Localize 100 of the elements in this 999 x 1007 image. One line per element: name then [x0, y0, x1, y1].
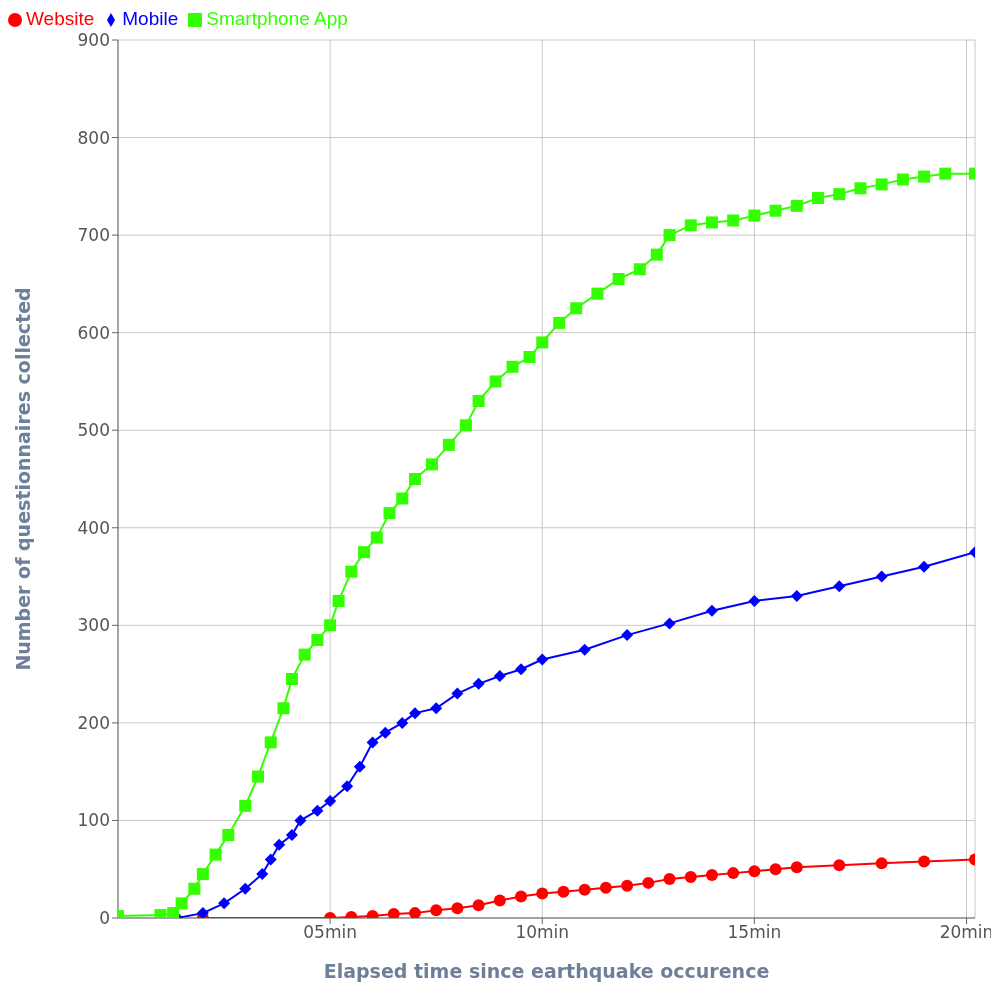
point: [209, 848, 222, 861]
point: [188, 882, 201, 895]
point: [493, 670, 506, 683]
point: [472, 394, 485, 407]
y-tick-label: 500: [77, 420, 110, 441]
point: [663, 229, 676, 242]
point: [332, 594, 345, 607]
point: [273, 838, 286, 851]
point: [396, 492, 409, 505]
point: [239, 799, 252, 812]
x-axis-title: Elapsed time since earthquake occurence: [323, 960, 770, 982]
point: [875, 570, 888, 583]
point: [370, 531, 383, 544]
point: [396, 716, 409, 729]
point: [621, 879, 634, 892]
x-tick-label: 05min: [303, 922, 357, 943]
point: [748, 209, 761, 222]
point: [506, 360, 519, 373]
point: [591, 287, 604, 300]
point: [939, 167, 952, 180]
point: [387, 908, 400, 918]
point: [430, 904, 443, 917]
point: [472, 899, 485, 912]
point: [833, 859, 846, 872]
point: [790, 861, 803, 874]
point: [383, 507, 396, 520]
point: [515, 663, 528, 676]
point: [896, 173, 909, 186]
point: [353, 760, 366, 773]
point: [854, 182, 867, 195]
point: [812, 192, 825, 205]
point: [294, 814, 307, 827]
point: [167, 907, 180, 918]
point: [345, 565, 358, 578]
point: [341, 780, 354, 793]
point: [705, 216, 718, 229]
point: [311, 633, 324, 646]
x-tick-label: 15min: [727, 922, 782, 943]
point: [918, 855, 931, 868]
point: [459, 419, 472, 432]
point: [324, 794, 337, 807]
point: [523, 351, 536, 364]
point: [515, 890, 528, 903]
point: [790, 590, 803, 603]
point: [430, 702, 443, 715]
point: [612, 273, 625, 286]
point: [705, 604, 718, 617]
point: [358, 546, 371, 559]
point: [769, 204, 782, 217]
point: [633, 263, 646, 276]
point: [408, 473, 421, 485]
legend-label: Smartphone App: [206, 8, 348, 29]
point: [536, 887, 549, 900]
point: [557, 885, 570, 898]
point: [790, 199, 803, 212]
point: [218, 897, 231, 910]
point: [311, 804, 324, 817]
point: [451, 902, 464, 915]
y-tick-label: 400: [77, 517, 110, 538]
point: [553, 316, 566, 329]
point: [578, 883, 591, 896]
point: [196, 868, 209, 881]
point: [285, 829, 298, 842]
point: [366, 736, 379, 749]
x-tick-label: 10min: [515, 922, 570, 943]
point: [264, 853, 277, 866]
point: [379, 726, 392, 739]
point: [264, 736, 277, 749]
y-tick-label: 100: [77, 810, 110, 831]
point: [833, 580, 846, 593]
point: [489, 375, 502, 388]
point: [324, 619, 337, 632]
y-tick-label: 0: [99, 908, 110, 929]
point: [493, 894, 506, 907]
point: [650, 248, 663, 261]
point: [875, 857, 888, 870]
point: [570, 302, 583, 315]
point: [578, 643, 591, 656]
point: [663, 617, 676, 630]
point: [175, 897, 188, 910]
y-tick-label: 900: [77, 30, 110, 51]
legend-label: Website: [26, 8, 95, 29]
point: [408, 707, 421, 720]
y-tick-label: 600: [77, 322, 110, 343]
point: [684, 871, 697, 884]
point: [621, 629, 634, 642]
point: [684, 219, 697, 232]
point: [222, 829, 235, 842]
point: [748, 594, 761, 607]
point: [769, 863, 782, 876]
point: [451, 687, 464, 700]
point: [727, 214, 740, 227]
point: [536, 653, 549, 666]
point: [285, 672, 298, 685]
y-tick-label: 700: [77, 225, 110, 246]
y-tick-label: 200: [77, 712, 110, 733]
point: [875, 178, 888, 191]
point: [196, 907, 209, 918]
point: [442, 438, 455, 451]
point: [408, 907, 421, 918]
